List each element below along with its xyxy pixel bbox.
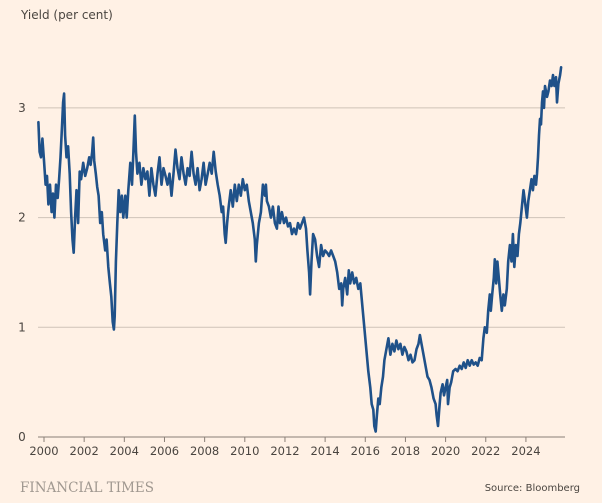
y-tick-label: 1 bbox=[18, 320, 26, 334]
series-line-0 bbox=[37, 66, 563, 433]
x-tick-label: 2022 bbox=[471, 444, 500, 458]
x-tick-label: 2020 bbox=[431, 444, 460, 458]
ft-logo: FINANCIAL TIMES bbox=[20, 480, 155, 496]
x-tick-label: 2024 bbox=[511, 444, 540, 458]
x-axis: 2000 2002 2004 2006 2008 2010 2012 2014 2016 2018… bbox=[29, 436, 565, 458]
x-tick-label: 2008 bbox=[190, 444, 219, 458]
x-tick-label: 2006 bbox=[150, 444, 179, 458]
y-axis: 0 1 2 3 bbox=[18, 101, 26, 444]
x-tick-label: 2000 bbox=[29, 444, 58, 458]
chart-title: Yield (per cent) bbox=[21, 8, 113, 22]
x-tick-label: 2004 bbox=[110, 444, 139, 458]
source-note: Source: Bloomberg bbox=[484, 483, 580, 494]
x-tick-label: 2014 bbox=[310, 444, 339, 458]
x-tick-label: 2018 bbox=[391, 444, 420, 458]
y-tick-label: 0 bbox=[18, 430, 26, 444]
line-chart: 0 1 2 3 2000 2002 2004 2006 2008 2010 2012 2014 201… bbox=[18, 66, 565, 458]
x-tick-label: 2010 bbox=[230, 444, 259, 458]
y-tick-label: 3 bbox=[18, 101, 26, 115]
y-tick-label: 2 bbox=[18, 211, 26, 225]
x-tick-label: 2012 bbox=[270, 444, 299, 458]
x-tick-label: 2002 bbox=[70, 444, 99, 458]
x-tick-label: 2016 bbox=[351, 444, 380, 458]
series-layer bbox=[37, 66, 563, 433]
